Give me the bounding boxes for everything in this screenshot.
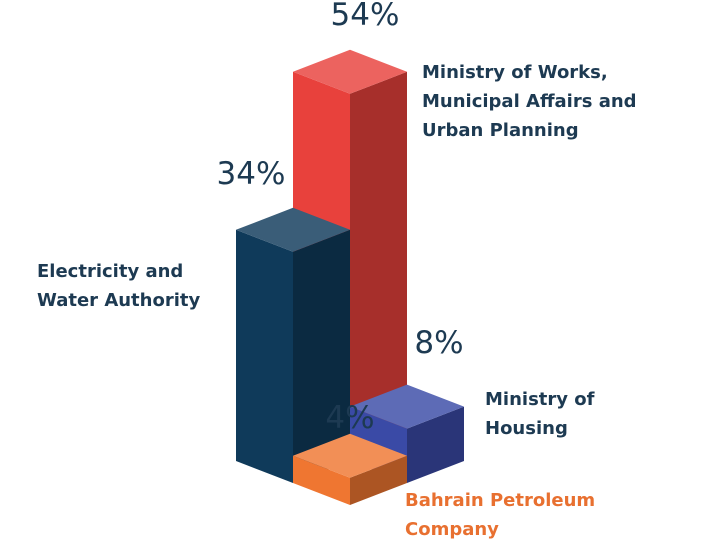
- value-label: 8%: [414, 324, 464, 361]
- bar-top-face: [293, 433, 407, 478]
- bar-right-face: [350, 71, 407, 462]
- value-label: 4%: [325, 399, 375, 436]
- bar: [236, 207, 350, 483]
- bar: [293, 433, 407, 505]
- category-label: Ministry of Housing: [485, 389, 595, 439]
- bar-right-face: [293, 229, 350, 483]
- bar-right-face: [350, 455, 407, 505]
- category-label: Bahrain Petroleum Company: [405, 490, 596, 540]
- bar-left-face: [293, 455, 350, 505]
- bar-top-face: [293, 49, 407, 94]
- bar-right-face: [407, 406, 464, 483]
- bar-top-face: [236, 207, 350, 252]
- value-label: 54%: [330, 0, 400, 33]
- bar: [350, 384, 464, 483]
- bar-top-face: [350, 384, 464, 429]
- category-label: Electricity and Water Authority: [37, 261, 201, 311]
- bar-left-face: [236, 229, 293, 483]
- category-label: Ministry of Works, Municipal Affairs and…: [422, 62, 637, 141]
- value-label: 34%: [216, 155, 286, 192]
